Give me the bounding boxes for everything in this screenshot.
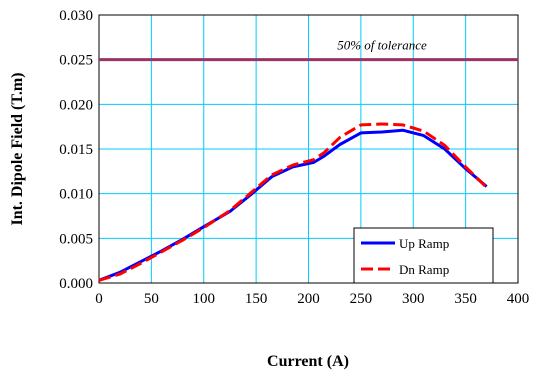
x-tick-label: 150 bbox=[245, 291, 268, 307]
legend-label: Dn Ramp bbox=[399, 262, 449, 277]
y-tick-label: 0.005 bbox=[59, 231, 93, 247]
series-line-dn-ramp bbox=[98, 122, 488, 282]
y-tick-label: 0.000 bbox=[59, 276, 93, 292]
x-tick-label: 50 bbox=[144, 291, 159, 307]
y-tick-label: 0.025 bbox=[59, 53, 93, 69]
x-tick-label: 200 bbox=[297, 291, 320, 307]
x-tick-label: 0 bbox=[95, 291, 103, 307]
legend-label: Up Ramp bbox=[399, 236, 449, 251]
y-tick-label: 0.020 bbox=[59, 97, 93, 113]
y-tick-label: 0.015 bbox=[59, 142, 93, 158]
x-axis-title: Current (A) bbox=[267, 353, 349, 370]
y-axis-title: Int. Dipole Field (T.m) bbox=[9, 72, 26, 225]
x-tick-labels: 0 50 100 150 200 250 300 350 400 bbox=[95, 291, 529, 307]
x-tick-label: 400 bbox=[507, 291, 530, 307]
x-tick-label: 250 bbox=[350, 291, 373, 307]
tolerance-label: 50% of tolerance bbox=[337, 38, 427, 53]
plot-border bbox=[98, 14, 519, 284]
x-tick-label: 100 bbox=[193, 291, 216, 307]
reference-line-group: 50% of tolerance bbox=[99, 38, 518, 62]
legend: Up Ramp Dn Ramp bbox=[353, 227, 494, 284]
x-tick-label: 350 bbox=[454, 291, 477, 307]
y-tick-label: 0.030 bbox=[59, 8, 93, 24]
y-tick-label: 0.010 bbox=[59, 187, 93, 203]
legend-box bbox=[353, 227, 494, 284]
series-group bbox=[98, 122, 488, 282]
x-tick-label: 300 bbox=[402, 291, 425, 307]
y-tick-labels: 0.000 0.005 0.010 0.015 0.020 0.025 0.030 bbox=[59, 8, 93, 292]
